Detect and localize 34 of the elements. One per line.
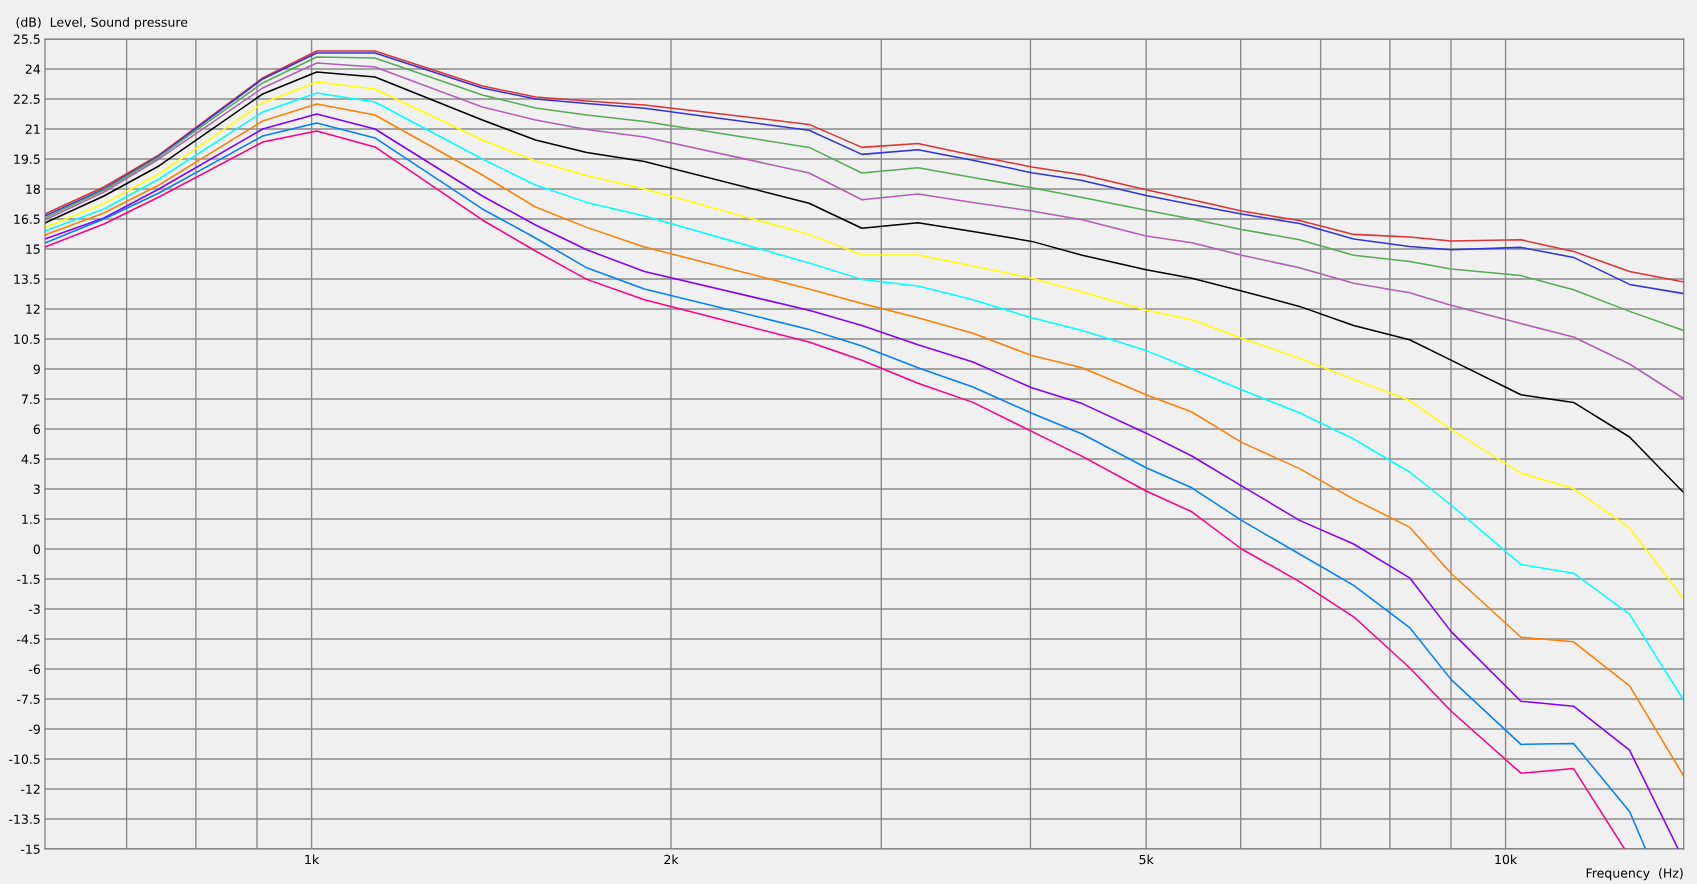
y-tick-label: 0 bbox=[33, 544, 40, 554]
y-tick-label: 6 bbox=[33, 424, 41, 434]
y-tick-label: -3 bbox=[28, 604, 40, 614]
y-tick-label: 21 bbox=[25, 124, 40, 134]
y-tick-label: -10.5 bbox=[9, 754, 40, 764]
y-tick-label: -9 bbox=[28, 724, 40, 734]
y-tick-label: 15 bbox=[26, 244, 40, 254]
x-tick-label: 5k bbox=[1139, 854, 1154, 865]
x-axis-title: Frequency (Hz) bbox=[1586, 868, 1683, 881]
y-tick-label: 25.5 bbox=[13, 34, 40, 44]
x-tick-label: 2k bbox=[664, 854, 679, 865]
x-tick-label: 1k bbox=[305, 854, 320, 865]
y-tick-label: 1.5 bbox=[22, 514, 40, 524]
y-tick-label: 7.5 bbox=[21, 394, 40, 404]
y-tick-label: 12 bbox=[26, 304, 40, 314]
y-tick-label: -13.5 bbox=[9, 814, 40, 824]
y-tick-label: 10.5 bbox=[14, 334, 40, 344]
y-tick-label: 24 bbox=[25, 64, 41, 74]
x-tick-label: 10k bbox=[1495, 854, 1518, 865]
y-tick-label: -6 bbox=[28, 664, 41, 674]
y-axis-title: (dB) Level, Sound pressure bbox=[16, 17, 188, 30]
y-tick-label: 4.5 bbox=[21, 454, 40, 464]
y-tick-label: 3 bbox=[33, 484, 40, 494]
y-tick-label: 22.5 bbox=[13, 94, 40, 104]
y-tick-label: 16.5 bbox=[14, 214, 40, 224]
y-tick-label: -12 bbox=[21, 784, 40, 794]
y-tick-label: -1.5 bbox=[17, 574, 40, 584]
y-tick-label: -7.5 bbox=[17, 694, 40, 704]
y-tick-label: 9 bbox=[33, 364, 40, 374]
y-tick-label: -4.5 bbox=[17, 634, 40, 644]
y-tick-label: 18 bbox=[26, 184, 40, 194]
y-tick-label: 19.5 bbox=[14, 154, 40, 164]
y-tick-label: 13.5 bbox=[14, 274, 40, 284]
y-tick-label: -15 bbox=[21, 844, 40, 854]
